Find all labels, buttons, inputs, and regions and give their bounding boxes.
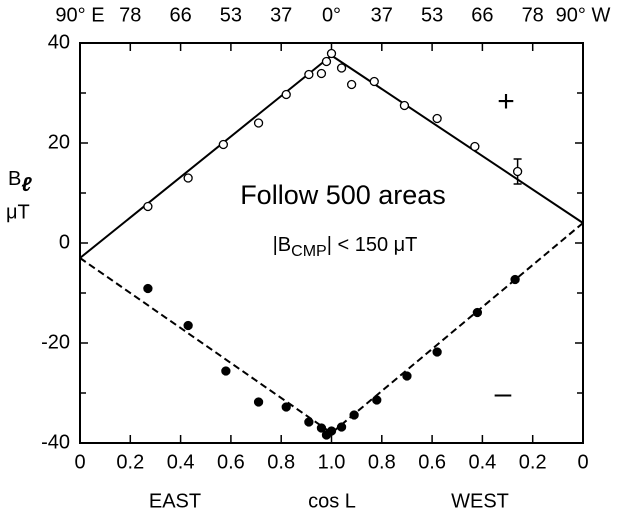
- filled-point: [349, 410, 359, 420]
- y-tick-label: 40: [48, 31, 70, 53]
- filled-point: [326, 426, 337, 436]
- x2-tick-label: 66: [471, 4, 493, 26]
- open-point: [143, 201, 153, 212]
- x-tick-label: 0: [577, 451, 588, 473]
- condition-sub: CMP: [291, 243, 327, 260]
- x-tick-label: 0.2: [519, 451, 547, 473]
- open-point: [183, 173, 193, 183]
- fit-line: [79, 222, 584, 435]
- x-tick-label: 0.4: [468, 451, 496, 473]
- filled-point: [472, 307, 483, 318]
- x-tick-label: 0.6: [418, 451, 446, 473]
- filled-point: [304, 417, 314, 427]
- x-tick-label: 0.6: [217, 451, 245, 473]
- x2-tick-label: 53: [421, 4, 443, 26]
- open-point: [399, 100, 410, 111]
- y-tick-label: -40: [41, 431, 70, 453]
- filled-point: [253, 397, 264, 407]
- open-point: [512, 166, 523, 177]
- x2-tick-label: 53: [220, 4, 242, 26]
- y-tick-label: 0: [59, 231, 70, 253]
- x-tick-label: 0.8: [267, 451, 295, 473]
- x2-tick-label: 37: [371, 4, 393, 26]
- x2-tick-label: 90° W: [556, 4, 611, 26]
- open-point: [281, 89, 291, 100]
- condition-b: | < 150 μT: [327, 234, 418, 256]
- plus-sign: +: [497, 85, 515, 118]
- x-tick-label: 0.4: [167, 451, 195, 473]
- open-point: [218, 139, 229, 150]
- annotation-condition: |BCMP| < 150 μT: [273, 234, 418, 260]
- x2-tick-label: 37: [270, 4, 292, 26]
- filled-point: [281, 402, 291, 412]
- y-tick-label: -20: [41, 331, 70, 353]
- filled-point: [432, 347, 442, 357]
- x-tick-label: 0.8: [368, 451, 396, 473]
- x-label-east: EAST: [149, 490, 201, 512]
- open-point: [253, 118, 264, 128]
- filled-point: [316, 423, 327, 433]
- y-label-unit: μT: [6, 201, 30, 223]
- x2-tick-label: 90° E: [55, 4, 104, 26]
- filled-point: [221, 366, 231, 376]
- open-point: [369, 76, 379, 87]
- x-tick-label: 0: [74, 451, 85, 473]
- x2-tick-label: 78: [119, 4, 141, 26]
- x2-tick-label: 78: [522, 4, 544, 26]
- filled-point: [183, 320, 193, 331]
- y-label: Bℓ: [8, 168, 32, 196]
- x-tick-label: 1.0: [318, 451, 346, 473]
- filled-point: [402, 371, 412, 381]
- filled-point: [510, 274, 520, 285]
- x2-tick-label: 0°: [322, 4, 341, 26]
- x-label: cos L: [308, 490, 356, 512]
- annotation-title: Follow 500 areas: [240, 180, 446, 210]
- open-point: [326, 48, 337, 59]
- y-label-sub: ℓ: [21, 174, 32, 196]
- open-point: [470, 141, 480, 152]
- x2-tick-label: 66: [169, 4, 191, 26]
- open-point: [321, 56, 332, 67]
- x-label-west: WEST: [451, 490, 509, 512]
- filled-point: [372, 395, 382, 405]
- minus-sign: –: [495, 377, 512, 410]
- open-point: [336, 63, 347, 73]
- open-point: [432, 113, 442, 124]
- open-point: [304, 69, 314, 80]
- condition-a: |B: [273, 234, 292, 256]
- filled-point: [143, 283, 153, 294]
- open-point: [346, 79, 357, 90]
- y-label-main: B: [8, 168, 21, 190]
- x-tick-label: 0.2: [116, 451, 144, 473]
- open-point: [316, 68, 327, 79]
- y-tick-label: 20: [48, 131, 70, 153]
- filled-point: [336, 422, 347, 432]
